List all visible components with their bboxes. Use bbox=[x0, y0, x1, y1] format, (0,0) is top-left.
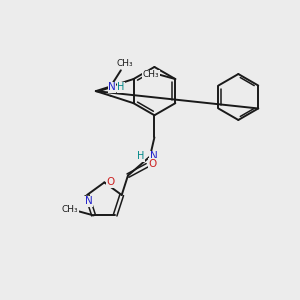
Text: O: O bbox=[107, 177, 115, 188]
Text: H: H bbox=[117, 82, 124, 92]
Text: N: N bbox=[108, 82, 116, 92]
Text: N: N bbox=[85, 196, 92, 206]
Text: N: N bbox=[150, 152, 158, 161]
Text: CH₃: CH₃ bbox=[142, 70, 159, 79]
Text: CH₃: CH₃ bbox=[117, 59, 134, 68]
Text: O: O bbox=[149, 159, 157, 169]
Text: H: H bbox=[137, 152, 144, 161]
Text: CH₃: CH₃ bbox=[62, 205, 78, 214]
